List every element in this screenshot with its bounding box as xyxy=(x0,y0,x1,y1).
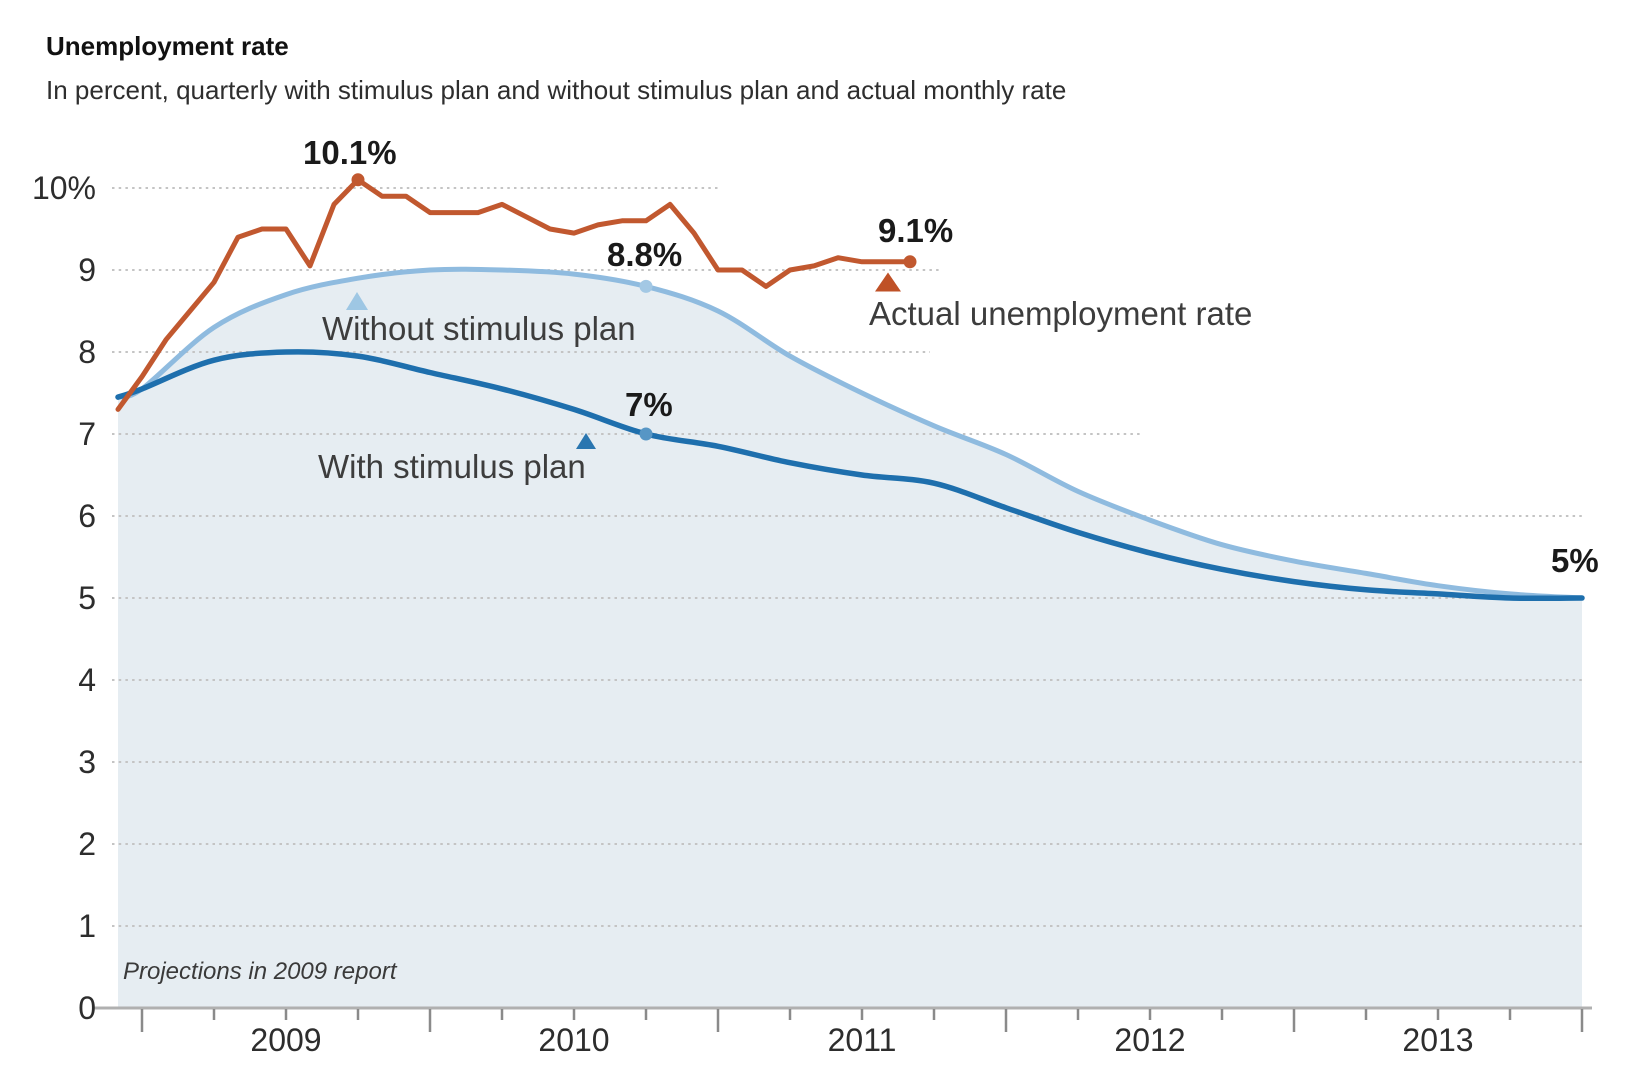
projection-area-fill xyxy=(118,269,1582,1007)
y-tick-label-2: 2 xyxy=(78,826,96,862)
y-tick-label-10: 10% xyxy=(31,170,96,206)
x-tick-label-2011: 2011 xyxy=(827,1022,897,1058)
label-without-stimulus-plan: Without stimulus plan xyxy=(322,310,636,347)
annotation-actual-end-value: 9.1% xyxy=(878,212,954,249)
y-tick-label-8: 8 xyxy=(78,334,96,370)
pointer-triangle-icon xyxy=(875,272,901,292)
chart-title: Unemployment rate xyxy=(46,31,289,61)
annotation-end-value: 5% xyxy=(1551,542,1599,579)
y-tick-label-3: 3 xyxy=(78,744,96,780)
annotation-actual-peak-value: 10.1% xyxy=(303,134,397,171)
y-tick-label-9: 9 xyxy=(78,252,96,288)
label-actual-unemployment: Actual unemployment rate xyxy=(869,295,1253,332)
line-with-stimulus xyxy=(115,349,1585,602)
y-tick-label-6: 6 xyxy=(78,498,96,534)
note-projections-source: Projections in 2009 report xyxy=(123,958,397,985)
chart-subtitle: In percent, quarterly with stimulus plan… xyxy=(46,75,1067,105)
marker-dot xyxy=(639,427,653,441)
line-actual-unemployment xyxy=(115,177,913,412)
label-with-stimulus-plan: With stimulus plan xyxy=(318,448,586,485)
y-tick-label-1: 1 xyxy=(78,908,96,944)
pointer-triangle-icon xyxy=(346,292,368,310)
x-tick-label-2013: 2013 xyxy=(1402,1022,1474,1058)
pointer-triangle-icon xyxy=(576,433,596,449)
y-tick-label-7: 7 xyxy=(78,416,96,452)
marker-dot xyxy=(351,173,365,187)
annotation-without-plan-value: 8.8% xyxy=(607,236,683,273)
x-tick-label-2012: 2012 xyxy=(1114,1022,1186,1058)
y-tick-label-5: 5 xyxy=(78,580,96,616)
x-tick-label-2009: 2009 xyxy=(250,1022,322,1058)
y-tick-label-0: 0 xyxy=(78,990,96,1026)
y-tick-label-4: 4 xyxy=(78,662,96,698)
annotation-with-plan-value: 7% xyxy=(625,386,673,423)
x-tick-label-2010: 2010 xyxy=(538,1022,610,1058)
marker-dot xyxy=(903,255,917,269)
line-without-stimulus xyxy=(115,266,1585,601)
marker-dot xyxy=(639,279,653,293)
